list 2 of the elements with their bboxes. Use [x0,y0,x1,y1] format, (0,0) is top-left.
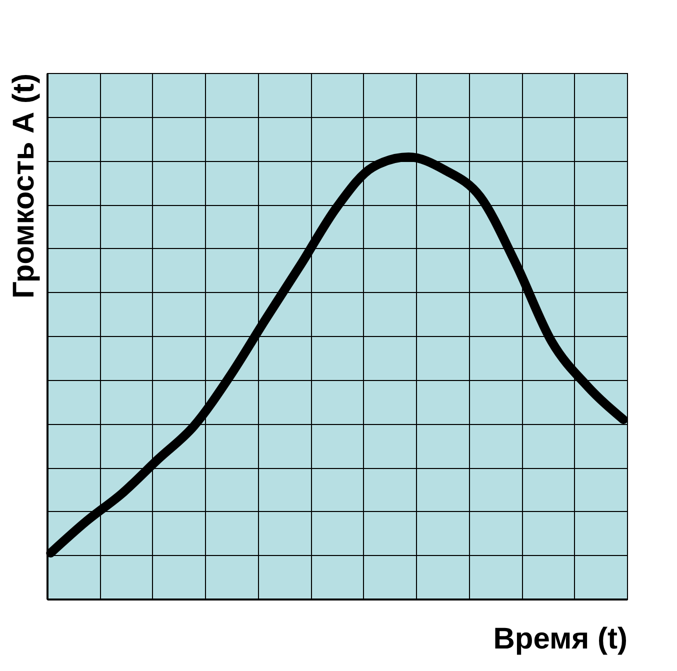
x-axis-title: Время (t) [493,622,628,656]
y-axis-title: Громкость А (t) [8,74,40,298]
